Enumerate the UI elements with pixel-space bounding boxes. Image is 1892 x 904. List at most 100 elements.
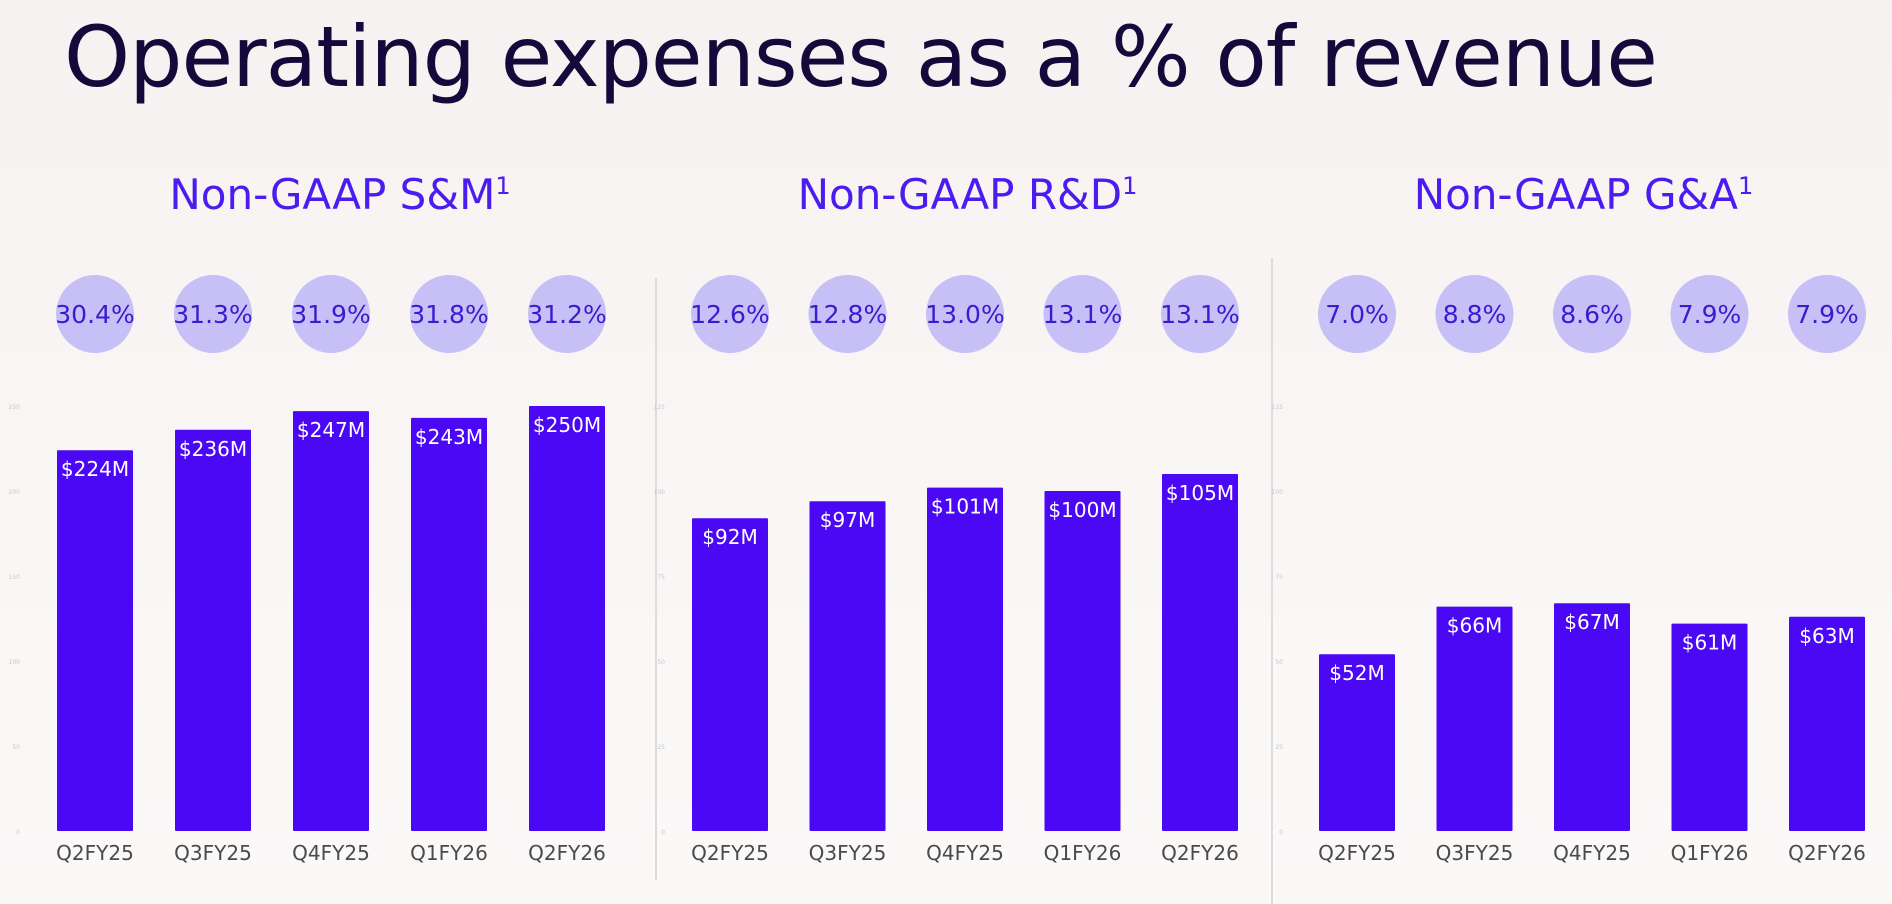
y-tick-label: 250 xyxy=(9,404,21,411)
bar xyxy=(1671,623,1748,831)
percent-label: 8.6% xyxy=(1560,300,1624,329)
percent-circle xyxy=(1161,275,1239,353)
category-label: Q2FY25 xyxy=(56,841,134,865)
value-label: $63M xyxy=(1799,624,1854,648)
value-label: $52M xyxy=(1329,661,1384,685)
category-label: Q4FY25 xyxy=(926,841,1004,865)
bar xyxy=(529,406,605,831)
bar xyxy=(293,411,369,831)
bar xyxy=(411,417,487,831)
value-label: $66M xyxy=(1447,614,1502,638)
y-tick-label: 125 xyxy=(654,404,666,411)
percent-circle xyxy=(808,275,887,353)
value-label: $224M xyxy=(61,457,129,481)
y-tick-label: 50 xyxy=(12,744,20,751)
category-label: Q3FY25 xyxy=(1436,841,1514,865)
divider-left xyxy=(655,278,657,880)
percent-label: 7.9% xyxy=(1795,300,1859,329)
percent-label: 7.9% xyxy=(1678,300,1742,329)
value-label: $105M xyxy=(1166,481,1234,505)
value-label: $97M xyxy=(820,508,875,532)
percent-circle xyxy=(528,275,606,353)
value-label: $67M xyxy=(1564,610,1619,634)
percent-label: 8.8% xyxy=(1443,300,1507,329)
value-label: $236M xyxy=(179,437,247,461)
panel-ga: Non-GAAP G&A1 0 25 50 75 100 125 7.0% $52M Q2FY2… xyxy=(1272,160,1892,904)
bar xyxy=(1789,616,1865,831)
page-title: Operating expenses as a % of revenue xyxy=(64,8,1658,106)
percent-circle xyxy=(174,275,252,353)
category-label: Q2FY26 xyxy=(528,841,606,865)
bar xyxy=(927,487,1003,831)
bar xyxy=(1044,491,1121,831)
percent-circle xyxy=(926,275,1004,353)
value-label: $61M xyxy=(1682,631,1737,655)
percent-label: 31.3% xyxy=(173,300,252,329)
percent-circle xyxy=(1043,275,1122,353)
bar xyxy=(1162,474,1238,831)
percent-label: 12.6% xyxy=(690,300,769,329)
category-label: Q4FY25 xyxy=(1553,841,1631,865)
value-label: $100M xyxy=(1048,498,1116,522)
y-tick-label: 100 xyxy=(654,489,666,496)
percent-circle xyxy=(691,275,769,353)
category-label: Q2FY26 xyxy=(1788,841,1866,865)
percent-circle xyxy=(1435,275,1514,353)
y-tick-label: 150 xyxy=(9,574,21,581)
value-label: $243M xyxy=(415,425,483,449)
category-label: Q4FY25 xyxy=(292,841,370,865)
category-label: Q2FY25 xyxy=(1318,841,1396,865)
y-tick-label: 75 xyxy=(657,574,665,581)
percent-label: 31.9% xyxy=(291,300,370,329)
percent-label: 13.1% xyxy=(1043,300,1122,329)
y-tick-label: 0 xyxy=(661,829,665,836)
percent-circle xyxy=(1553,275,1631,353)
percent-label: 7.0% xyxy=(1325,300,1389,329)
percent-label: 12.8% xyxy=(808,300,887,329)
panel-sm: Non-GAAP S&M1 0 50 100 150 200 250 30.4% $224M Q… xyxy=(9,160,650,904)
percent-label: 31.8% xyxy=(409,300,488,329)
percent-circle xyxy=(410,275,488,353)
percent-circle xyxy=(292,275,370,353)
bar xyxy=(692,518,768,831)
percent-circle xyxy=(56,275,134,353)
y-tick-label: 25 xyxy=(657,744,665,751)
value-label: $92M xyxy=(702,525,757,549)
y-tick-label: 0 xyxy=(16,829,20,836)
category-label: Q3FY25 xyxy=(174,841,252,865)
percent-label: 13.1% xyxy=(1160,300,1239,329)
category-label: Q3FY25 xyxy=(809,841,887,865)
chart-rd: 0 25 50 75 100 125 12.6% $92M Q2FY25 12.8% $97M Q3F… xyxy=(654,275,1240,865)
category-label: Q2FY26 xyxy=(1161,841,1239,865)
percent-circle xyxy=(1318,275,1396,353)
y-tick-label: 75 xyxy=(1275,574,1283,581)
panel-title-sm: Non-GAAP S&M1 xyxy=(169,170,511,219)
chart-sm: 0 50 100 150 200 250 30.4% $224M Q2FY25 31.3% $236… xyxy=(9,275,607,865)
bar xyxy=(57,450,133,831)
y-tick-label: 25 xyxy=(1275,744,1283,751)
y-tick-label: 125 xyxy=(1272,404,1284,411)
chart-ga: 0 25 50 75 100 125 7.0% $52M Q2FY25 8.8% $66M Q3FY2… xyxy=(1272,275,1866,865)
y-tick-label: 100 xyxy=(9,659,21,666)
bar xyxy=(809,501,886,831)
percent-label: 30.4% xyxy=(55,300,134,329)
bar xyxy=(1554,603,1630,831)
category-label: Q1FY26 xyxy=(1044,841,1122,865)
category-label: Q1FY26 xyxy=(1671,841,1749,865)
y-tick-label: 50 xyxy=(657,659,665,666)
divider-right xyxy=(1271,258,1273,904)
category-label: Q2FY25 xyxy=(691,841,769,865)
bar xyxy=(1319,654,1395,831)
y-tick-label: 50 xyxy=(1275,659,1283,666)
percent-circle xyxy=(1670,275,1749,353)
y-tick-label: 0 xyxy=(1279,829,1283,836)
percent-label: 31.2% xyxy=(527,300,606,329)
panel-title-rd: Non-GAAP R&D1 xyxy=(797,170,1138,219)
bar xyxy=(1436,606,1513,831)
panel-title-ga: Non-GAAP G&A1 xyxy=(1413,170,1754,219)
percent-label: 13.0% xyxy=(925,300,1004,329)
panel-rd: Non-GAAP R&D1 0 25 50 75 100 125 12.6% $92M Q2FY… xyxy=(654,160,1270,904)
value-label: $101M xyxy=(931,495,999,519)
y-tick-label: 200 xyxy=(9,489,21,496)
y-tick-label: 100 xyxy=(1272,489,1284,496)
